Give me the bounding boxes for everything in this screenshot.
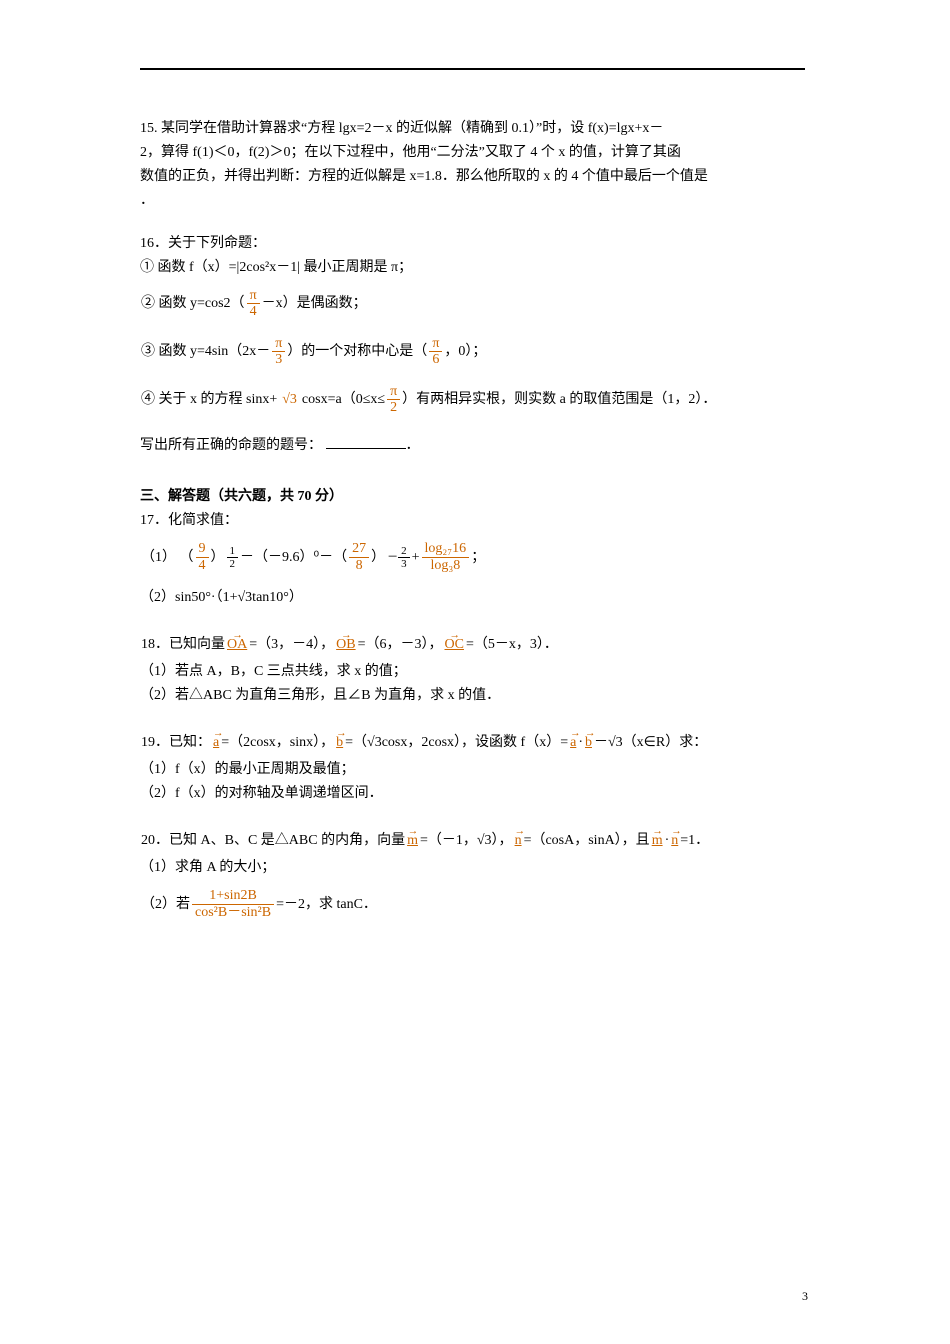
fraction-pi-3: π 3 xyxy=(272,336,285,368)
q16-item3: ③ 函数 y=4sin（2x－ π 3 ）的一个对称中心是（ π 6 ，0）； xyxy=(140,336,805,368)
q18-line2: （1）若点 A，B，C 三点共线，求 x 的值； xyxy=(140,661,805,682)
q15-line2: 2，算得 f(1)＜0，f(2)＞0；在以下过程中，他用“二分法”又取了 4 个… xyxy=(140,142,805,163)
q20-line1: 20．已知 A、B、C 是△ABC 的内角，向量 →m =（－1，√3）， →n… xyxy=(140,830,805,851)
vector-n2: →n xyxy=(671,830,678,851)
fraction-sqrt3-blank: √3 xyxy=(279,392,300,407)
q15-line1: 15. 某同学在借助计算器求“方程 lgx=2－x 的近似解（精确到 0.1）”… xyxy=(140,118,805,139)
question-20: 20．已知 A、B、C 是△ABC 的内角，向量 →m =（－1，√3）， →n… xyxy=(140,830,805,920)
vector-oa: →OA xyxy=(227,634,247,655)
exp-1-2: 1 2 xyxy=(227,545,239,570)
exp-2-3: 2 3 xyxy=(398,545,410,570)
vector-n: →n xyxy=(515,830,522,851)
q18-line1: 18．已知向量 →OA =（3，－4）， →OB =（6，－3）， →OC =（… xyxy=(140,634,805,655)
question-19: 19．已知： →a =（2cosx，sinx）， →b =（√3cosx，2co… xyxy=(140,732,805,804)
blank-line xyxy=(326,435,406,449)
q16-tail: 写出所有正确的命题的题号： ． xyxy=(140,435,805,456)
vector-m: →m xyxy=(407,830,418,851)
q17-header: 17．化简求值： xyxy=(140,510,805,531)
q16-item1: ① 函数 f（x）=|2cos²x－1| 最小正周期是 π； xyxy=(140,257,805,278)
question-16: 16．关于下列命题： ① 函数 f（x）=|2cos²x－1| 最小正周期是 π… xyxy=(140,233,805,456)
vector-m2: →m xyxy=(652,830,663,851)
fraction-9-4: 9 4 xyxy=(196,541,209,573)
fraction-pi-6: π 6 xyxy=(429,336,442,368)
vector-oc: →OC xyxy=(445,634,464,655)
q19-line2: （1）f（x）的最小正周期及最值； xyxy=(140,759,805,780)
q17-item1: （1） （ 9 4 ） 1 2 －（－9.6）⁰－（ 27 8 ） － 2 3 xyxy=(140,541,805,573)
q19-line3: （2）f（x）的对称轴及单调递增区间． xyxy=(140,783,805,804)
q19-line1: 19．已知： →a =（2cosx，sinx）， →b =（√3cosx，2co… xyxy=(140,732,805,753)
question-17: 17．化简求值： （1） （ 9 4 ） 1 2 －（－9.6）⁰－（ 27 8… xyxy=(140,510,805,608)
fraction-sin-cos: 1+sin2B cos²B－sin²B xyxy=(192,888,274,920)
q16-item4: ④ 关于 x 的方程 sinx+ √3 cosx=a（0≤x≤ π 2 ）有两相… xyxy=(140,384,805,416)
q20-line3: （2）若 1+sin2B cos²B－sin²B =－2，求 tanC． xyxy=(140,888,805,920)
q20-line2: （1）求角 A 的大小； xyxy=(140,857,805,878)
vector-ob: →OB xyxy=(336,634,355,655)
vector-b: →b xyxy=(336,732,343,753)
q16-header: 16．关于下列命题： xyxy=(140,233,805,254)
q15-line3: 数值的正负，并得出判断：方程的近似解是 x=1.8．那么他所取的 x 的 4 个… xyxy=(140,166,805,187)
q17-item2: （2）sin50°·（1+√3tan10°） xyxy=(140,587,805,608)
q18-line3: （2）若△ABC 为直角三角形，且∠B 为直角，求 x 的值． xyxy=(140,685,805,706)
fraction-pi-2: π 2 xyxy=(387,384,400,416)
vector-a2: →a xyxy=(570,732,576,753)
section-3-title: 三、解答题（共六题，共 70 分） xyxy=(140,486,805,507)
fraction-pi-4: π 4 xyxy=(247,288,260,320)
question-15: 15. 某同学在借助计算器求“方程 lgx=2－x 的近似解（精确到 0.1）”… xyxy=(140,118,805,211)
vector-a: →a xyxy=(213,732,219,753)
q15-line4: ． xyxy=(140,190,805,211)
page-number: 3 xyxy=(802,1289,808,1304)
q16-item2: ② 函数 y=cos2（ π 4 －x）是偶函数； xyxy=(140,288,805,320)
fraction-log: log₂₇16 log₃8 xyxy=(422,541,470,573)
fraction-27-8: 27 8 xyxy=(349,541,369,573)
question-18: 18．已知向量 →OA =（3，－4）， →OB =（6，－3）， →OC =（… xyxy=(140,634,805,706)
vector-b2: →b xyxy=(585,732,592,753)
